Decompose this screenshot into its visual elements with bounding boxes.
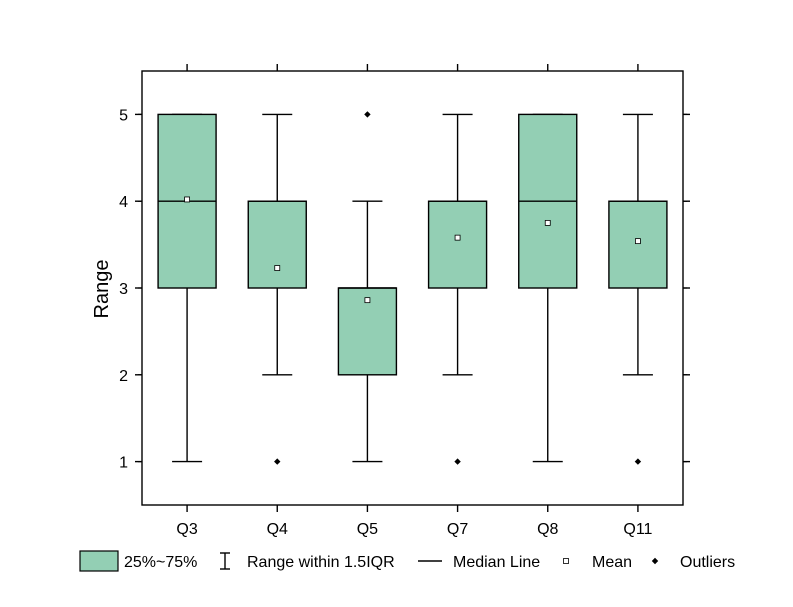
plot-area: [157, 111, 668, 465]
legend-box-swatch: [79, 550, 119, 572]
y-tick-label: 1: [119, 455, 128, 472]
mean-marker: [544, 219, 551, 226]
iqr-box: [337, 287, 398, 376]
mean-marker: [274, 265, 281, 271]
legend-mean-swatch: [563, 558, 569, 564]
y-axis-label: Range: [91, 260, 113, 319]
box-Q4: [247, 113, 307, 465]
axes: 1 2 3 4 5 Q3 Q4 Q5 Q7 Q8 Q11: [119, 64, 690, 538]
outlier-marker: [274, 458, 281, 465]
legend-label: Outliers: [680, 554, 735, 571]
legend-item-whisker: Range within 1.5IQR: [220, 552, 395, 571]
box-Q11: [608, 113, 668, 465]
legend-item-box: 25%~75%: [79, 550, 197, 572]
legend-item-outlier: Outliers: [651, 554, 735, 571]
box-Q8: [518, 113, 578, 463]
iqr-box: [608, 200, 668, 289]
legend-label: Range within 1.5IQR: [247, 554, 395, 571]
box-Q3: [157, 113, 217, 463]
y-tick-label: 5: [119, 107, 128, 124]
iqr-box: [427, 200, 488, 289]
legend-label: Median Line: [453, 554, 540, 571]
y-tick-label: 3: [119, 281, 128, 298]
outlier-marker: [454, 458, 461, 465]
x-tick-label: Q8: [537, 521, 558, 538]
y-tick-label: 4: [119, 194, 128, 211]
x-tick-label: Q4: [267, 521, 288, 538]
legend-label: Mean: [592, 554, 632, 571]
legend-item-mean: Mean: [563, 554, 632, 571]
x-tick-label: Q11: [623, 521, 652, 538]
legend-item-median: Median Line: [418, 554, 540, 571]
plot-frame: [141, 70, 684, 506]
mean-marker: [364, 297, 371, 304]
mean-marker: [635, 238, 641, 245]
legend-label: 25%~75%: [124, 554, 197, 571]
box-Q5: [337, 111, 398, 463]
iqr-box: [247, 200, 307, 289]
x-tick-label: Q7: [447, 521, 468, 538]
x-tick-label: Q3: [176, 521, 197, 538]
outlier-marker: [634, 458, 642, 465]
legend: 25%~75% Range within 1.5IQR Median Line Mea…: [79, 550, 735, 572]
mean-marker: [454, 234, 461, 241]
legend-outlier-swatch: [651, 557, 659, 565]
y-tick-label: 2: [119, 368, 128, 385]
box-Q7: [427, 113, 488, 465]
x-tick-label: Q5: [357, 521, 378, 538]
outlier-marker: [364, 111, 371, 118]
mean-marker: [184, 196, 190, 203]
